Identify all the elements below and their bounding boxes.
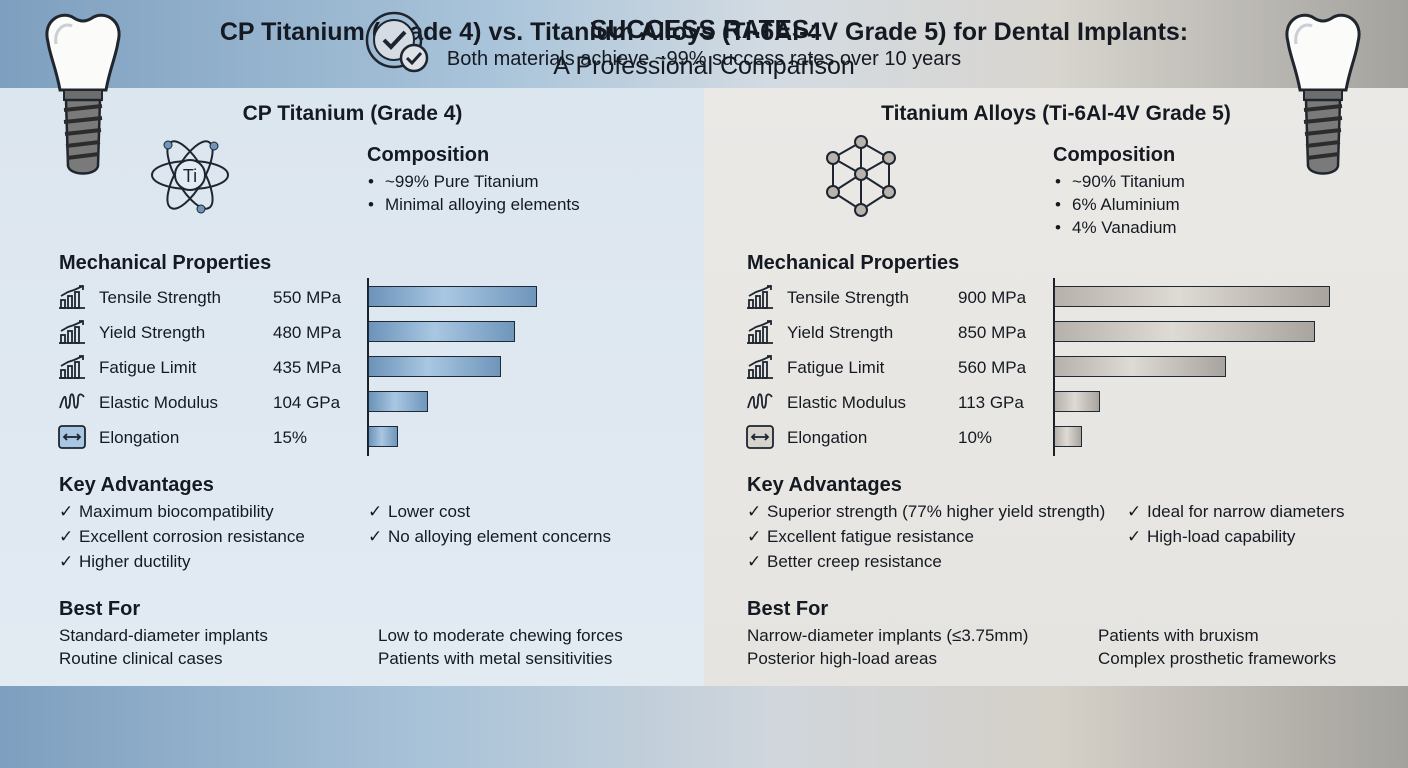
cp-titanium-panel: [0, 88, 704, 686]
stretch-arrows-icon: [746, 425, 774, 449]
composition-item: 6% Aluminium: [1055, 195, 1180, 215]
advantage-item: Better creep resistance: [747, 552, 942, 572]
bar-chart-icon: [59, 320, 85, 344]
spring-icon: [747, 393, 773, 409]
mechanical-properties-heading: Mechanical Properties: [59, 252, 272, 274]
composition-item: ~90% Titanium: [1055, 172, 1185, 192]
advantage-item: Excellent fatigue resistance: [747, 527, 974, 547]
bar-chart-icon: [747, 320, 773, 344]
best-for-item: Posterior high-load areas: [747, 649, 937, 668]
advantage-item: Higher ductility: [59, 552, 191, 572]
property-value: 113 GPa: [958, 393, 1024, 412]
yield-strength-bar: [1054, 321, 1315, 342]
property-value: 560 MPa: [958, 358, 1027, 377]
bar-chart-icon: [747, 285, 773, 309]
tensile-strength-bar: [368, 286, 537, 307]
best-for-item: Low to moderate chewing forces: [378, 626, 623, 645]
best-for-item: Patients with bruxism: [1098, 626, 1259, 645]
property-value: 900 MPa: [958, 288, 1027, 307]
property-value: 550 MPa: [273, 288, 342, 307]
best-for-item: Standard-diameter implants: [59, 626, 268, 645]
key-advantages-heading: Key Advantages: [59, 474, 214, 496]
best-for-heading: Best For: [747, 598, 829, 620]
property-value: 104 GPa: [273, 393, 341, 412]
header-banner: [0, 0, 1408, 88]
advantage-item: Maximum biocompatibility: [59, 502, 274, 522]
composition-heading: Composition: [1053, 144, 1176, 166]
best-for-item: Complex prosthetic frameworks: [1098, 649, 1337, 668]
yield-strength-bar: [368, 321, 515, 342]
composition-heading: Composition: [367, 144, 490, 166]
bar-chart-icon: [747, 355, 773, 379]
property-label: Yield Strength: [99, 323, 206, 342]
success-rates-text: Both materials achieve ~99% success rate…: [446, 48, 962, 70]
advantage-item: Lower cost: [368, 502, 470, 522]
property-value: 435 MPa: [273, 358, 342, 377]
success-check-badge-icon: [365, 11, 429, 73]
elongation-bar: [368, 426, 398, 447]
best-for-heading: Best For: [59, 598, 141, 620]
elastic-modulus-bar: [368, 391, 428, 412]
property-label: Elastic Modulus: [787, 393, 907, 412]
elastic-modulus-bar: [1054, 391, 1100, 412]
page-subtitle: A Professional Comparison: [553, 52, 855, 80]
mechanical-properties-heading: Mechanical Properties: [747, 252, 960, 274]
advantage-item: High-load capability: [1127, 527, 1295, 547]
property-label: Tensile Strength: [99, 288, 221, 307]
property-value: 480 MPa: [273, 323, 342, 342]
stretch-arrows-icon: [58, 425, 86, 449]
fatigue-limit-bar: [1054, 356, 1226, 377]
advantage-item: Ideal for narrow diameters: [1127, 502, 1344, 522]
property-value: 10%: [958, 428, 993, 447]
key-advantages-heading: Key Advantages: [747, 474, 902, 496]
elongation-bar: [1054, 426, 1082, 447]
fatigue-limit-bar: [368, 356, 501, 377]
property-label: Elongation: [99, 428, 180, 447]
property-value: 15%: [273, 428, 308, 447]
composition-item: Minimal alloying elements: [368, 195, 580, 215]
atom-icon: Ti: [151, 140, 229, 214]
property-value: 850 MPa: [958, 323, 1027, 342]
advantage-item: Superior strength (77% higher yield stre…: [747, 502, 1105, 522]
best-for-item: Patients with metal sensitivities: [378, 649, 613, 668]
footer-banner: [0, 686, 1408, 768]
property-label: Elastic Modulus: [99, 393, 219, 412]
best-for-item: Narrow-diameter implants (≤3.75mm): [747, 626, 1029, 645]
bar-chart-icon: [59, 355, 85, 379]
bar-chart-icon: [59, 285, 85, 309]
element-symbol: Ti: [183, 166, 197, 186]
dental-implant-icon: [45, 13, 121, 175]
advantage-item: Excellent corrosion resistance: [59, 527, 305, 547]
composition-item: ~99% Pure Titanium: [368, 172, 539, 192]
best-for-item: Routine clinical cases: [59, 649, 223, 668]
success-rates-title: SUCCESS RATES:: [590, 14, 818, 44]
spring-icon: [59, 393, 85, 409]
property-label: Elongation: [787, 428, 868, 447]
property-label: Yield Strength: [787, 323, 894, 342]
advantage-item: No alloying element concerns: [368, 527, 611, 547]
titanium-alloy-title: Titanium Alloys (Ti-6Al-4V Grade 5): [881, 102, 1231, 125]
dental-implant-icon: [1285, 13, 1361, 175]
property-label: Tensile Strength: [787, 288, 909, 307]
composition-item: 4% Vanadium: [1055, 218, 1177, 238]
property-label: Fatigue Limit: [787, 358, 885, 377]
cp-titanium-title: CP Titanium (Grade 4): [242, 102, 463, 125]
molecule-lattice-icon: [826, 135, 896, 217]
tensile-strength-bar: [1054, 286, 1330, 307]
property-label: Fatigue Limit: [99, 358, 197, 377]
